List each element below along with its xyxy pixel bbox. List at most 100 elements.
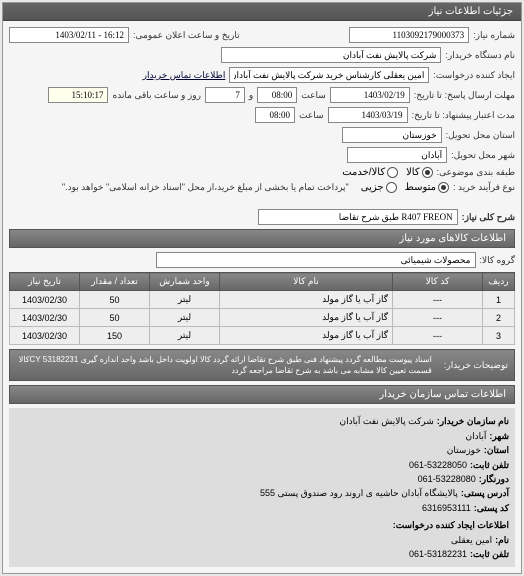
deadline-days-input[interactable] bbox=[205, 87, 245, 103]
description-box: توضیحات خریدار: اسناد پیوست مطالعه گردد … bbox=[9, 349, 515, 381]
table-header-row: ردیف کد کالا نام کالا واحد شمارش تعداد /… bbox=[10, 273, 515, 291]
buyer-label: نام دستگاه خریدار: bbox=[445, 50, 515, 61]
radio-large-item[interactable]: جزیی bbox=[361, 182, 397, 193]
group-label: گروه کالا: bbox=[480, 255, 515, 266]
contact-postcode-row: کد پستی: 6316953111 bbox=[15, 501, 509, 515]
subject-input[interactable] bbox=[258, 209, 458, 225]
contact-city-label: شهر: bbox=[489, 429, 509, 443]
table-cell: گاز آب یا گاز مولد bbox=[220, 291, 393, 309]
contact-link[interactable]: اطلاعات تماس خریدار bbox=[143, 70, 226, 81]
radio-icon bbox=[438, 182, 449, 193]
radio-kala-label: کالا bbox=[406, 167, 420, 178]
radio-large-label: جزیی bbox=[361, 182, 384, 193]
contact-name-label: نام: bbox=[495, 533, 509, 547]
creator-title: اطلاعات ایجاد کننده درخواست: bbox=[15, 518, 509, 532]
contact-fax-row: دورنگار: 061-53228080 bbox=[15, 472, 509, 486]
th-qty: تعداد / مقدار bbox=[80, 273, 150, 291]
validity-date-input[interactable] bbox=[328, 107, 408, 123]
deadline-date-input[interactable] bbox=[330, 87, 410, 103]
contact-city: آبادان bbox=[465, 429, 486, 443]
radio-kala[interactable]: کالا bbox=[406, 167, 433, 178]
th-row: ردیف bbox=[483, 273, 515, 291]
contact-province: خوزستان bbox=[447, 443, 481, 457]
contact-province-label: استان: bbox=[484, 443, 509, 457]
table-cell: --- bbox=[393, 309, 483, 327]
table-cell: گاز آب یا گاز مولد bbox=[220, 327, 393, 345]
contact-phone-row: تلفن ثابت: 061-53228050 bbox=[15, 458, 509, 472]
table-cell: لیتر bbox=[150, 309, 220, 327]
description-label: توضیحات خریدار: bbox=[438, 350, 514, 380]
table-cell: --- bbox=[393, 327, 483, 345]
table-cell: 1403/02/30 bbox=[10, 327, 80, 345]
contact-org-label: نام سازمان خریدار: bbox=[437, 414, 509, 428]
radio-khedmat-item[interactable]: کالا/خدمت bbox=[342, 167, 398, 178]
th-date: تاریخ نیاز bbox=[10, 273, 80, 291]
radio-medium-item[interactable]: متوسط bbox=[405, 182, 449, 193]
contact-postcode-label: کد پستی: bbox=[474, 501, 509, 515]
row-reqno: شماره نیاز: تاریخ و ساعت اعلان عمومی: bbox=[9, 27, 515, 43]
group-input[interactable] bbox=[156, 252, 476, 268]
row-process: نوع فرآیند خرید : متوسط جزیی "پرداخت تما… bbox=[9, 182, 515, 193]
reqno-input[interactable] bbox=[349, 27, 469, 43]
row-city: شهر محل تحویل: bbox=[9, 147, 515, 163]
row-pricing: طبقه بندی موضوعی: کالا کالا/خدمت bbox=[9, 167, 515, 178]
contact-name-row: نام: امین یعقلی bbox=[15, 533, 509, 547]
contact-address-label: آدرس پستی: bbox=[461, 486, 509, 500]
pubdate-input[interactable] bbox=[9, 27, 129, 43]
contact-address: پالایشگاه آبادان حاشیه ی اروند رود صندوق… bbox=[260, 486, 458, 500]
row-validity: مدت اعتبار پیشنهاد: تا تاریخ: ساعت bbox=[9, 107, 515, 123]
table-row: 2---گاز آب یا گاز مولدلیتر501403/02/30 bbox=[10, 309, 515, 327]
city-label: شهر محل تحویل: bbox=[451, 150, 515, 161]
th-code: کد کالا bbox=[393, 273, 483, 291]
pricing-radios: کالا کالا/خدمت bbox=[342, 167, 432, 178]
goods-table: ردیف کد کالا نام کالا واحد شمارش تعداد /… bbox=[9, 272, 515, 345]
table-cell: لیتر bbox=[150, 327, 220, 345]
table-cell: 1403/02/30 bbox=[10, 309, 80, 327]
contact-city-row: شهر: آبادان bbox=[15, 429, 509, 443]
process-label: نوع فرآیند خرید : bbox=[453, 182, 515, 193]
contact-postcode: 6316953111 bbox=[422, 501, 471, 515]
contact-phone: 061-53228050 bbox=[409, 458, 467, 472]
and-label: و bbox=[249, 90, 253, 101]
deadline-time-input[interactable] bbox=[257, 87, 297, 103]
requester-input[interactable] bbox=[229, 67, 429, 83]
pricing-label: طبقه بندی موضوعی: bbox=[437, 167, 515, 178]
contact-section: نام سازمان خریدار: شرکت پالایش نفت آبادا… bbox=[9, 408, 515, 567]
table-cell: 50 bbox=[80, 309, 150, 327]
deadline-label: مهلت ارسال پاسخ: تا تاریخ: bbox=[414, 90, 515, 101]
th-unit: واحد شمارش bbox=[150, 273, 220, 291]
contact-cphone-label: تلفن ثابت: bbox=[470, 547, 509, 561]
process-radios: متوسط جزیی bbox=[361, 182, 449, 193]
pubdate-label: تاریخ و ساعت اعلان عمومی: bbox=[133, 30, 240, 41]
radio-khedmat-label: کالا/خدمت bbox=[342, 167, 385, 178]
row-deadline: مهلت ارسال پاسخ: تا تاریخ: ساعت و روز و … bbox=[9, 87, 515, 103]
city-input[interactable] bbox=[347, 147, 447, 163]
row-group: گروه کالا: bbox=[9, 252, 515, 268]
table-cell: --- bbox=[393, 291, 483, 309]
validity-time-input[interactable] bbox=[255, 107, 295, 123]
contact-org: شرکت پالایش نفت آبادان bbox=[340, 414, 434, 428]
th-name: نام کالا bbox=[220, 273, 393, 291]
province-label: استان محل تحویل: bbox=[446, 130, 515, 141]
contact-cphone: 061-53182231 bbox=[409, 547, 467, 561]
table-cell: 150 bbox=[80, 327, 150, 345]
table-cell: 1 bbox=[483, 291, 515, 309]
radio-icon bbox=[387, 167, 398, 178]
buyer-input[interactable] bbox=[221, 47, 441, 63]
reqno-label: شماره نیاز: bbox=[473, 30, 515, 41]
remaining-label: روز و ساعت باقی مانده bbox=[112, 90, 200, 101]
contact-section-title: اطلاعات تماس سازمان خریدار bbox=[9, 385, 515, 404]
table-cell: گاز آب یا گاز مولد bbox=[220, 309, 393, 327]
main-panel: جزئیات اطلاعات نیاز شماره نیاز: تاریخ و … bbox=[2, 2, 522, 574]
contact-name: امین یعقلی bbox=[451, 533, 492, 547]
table-cell: 2 bbox=[483, 309, 515, 327]
table-cell: لیتر bbox=[150, 291, 220, 309]
validity-label: مدت اعتبار پیشنهاد: تا تاریخ: bbox=[412, 110, 515, 121]
row-buyer: نام دستگاه خریدار: bbox=[9, 47, 515, 63]
subject-label: شرح کلی نیاز: bbox=[462, 212, 515, 223]
time-label-2: ساعت bbox=[299, 110, 324, 121]
row-province: استان محل تحویل: bbox=[9, 127, 515, 143]
province-input[interactable] bbox=[342, 127, 442, 143]
goods-section-title: اطلاعات کالاهای مورد نیاز bbox=[9, 229, 515, 248]
contact-fax-label: دورنگار: bbox=[479, 472, 509, 486]
